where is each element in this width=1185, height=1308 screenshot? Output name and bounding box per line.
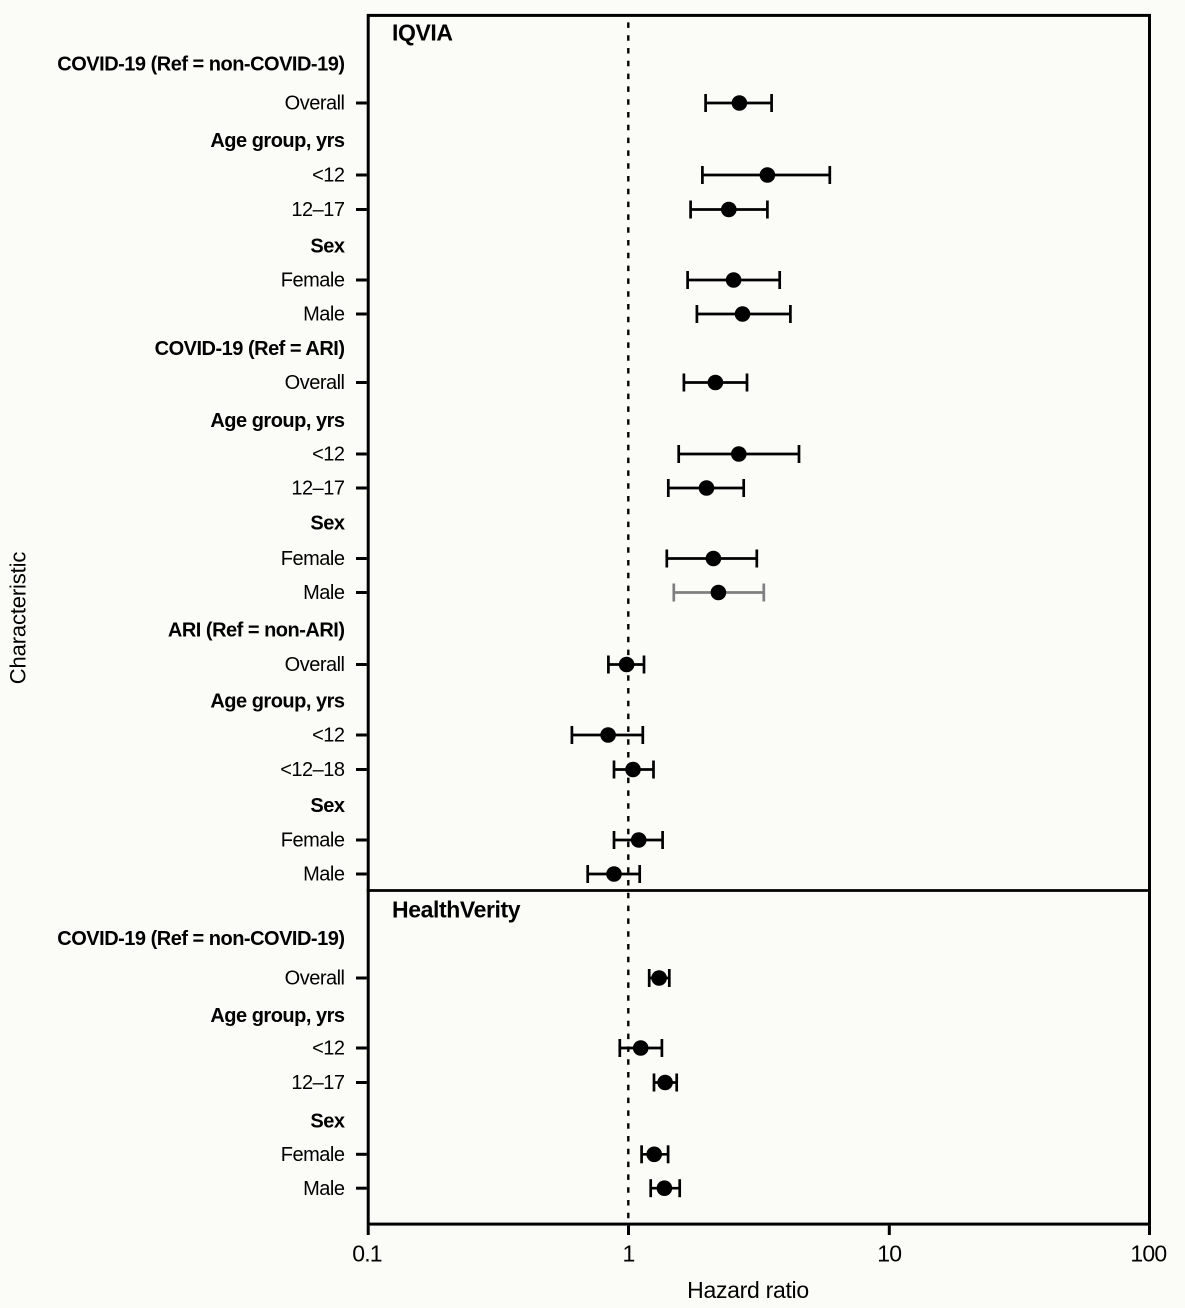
svg-text:Male: Male — [303, 304, 345, 326]
svg-text:<12: <12 — [312, 165, 345, 187]
svg-text:COVID-19 (Ref = non-COVID-19): COVID-19 (Ref = non-COVID-19) — [57, 54, 344, 76]
svg-text:Male: Male — [303, 582, 345, 604]
svg-text:10: 10 — [877, 1241, 901, 1267]
svg-text:Overall: Overall — [285, 372, 345, 394]
svg-text:Sex: Sex — [310, 1111, 344, 1133]
svg-text:Age group, yrs: Age group, yrs — [210, 410, 345, 432]
svg-text:Overall: Overall — [285, 654, 345, 676]
svg-text:IQVIA: IQVIA — [392, 20, 453, 46]
svg-text:Sex: Sex — [310, 795, 344, 817]
svg-text:Female: Female — [281, 1144, 345, 1166]
svg-text:Sex: Sex — [310, 236, 344, 258]
svg-text:Age group, yrs: Age group, yrs — [210, 691, 345, 713]
svg-text:Overall: Overall — [285, 968, 345, 990]
svg-text:COVID-19 (Ref = ARI): COVID-19 (Ref = ARI) — [155, 338, 345, 360]
svg-text:Male: Male — [303, 864, 345, 886]
svg-text:12–17: 12–17 — [291, 478, 344, 500]
svg-text:ARI (Ref = non-ARI): ARI (Ref = non-ARI) — [168, 620, 345, 642]
svg-text:1: 1 — [623, 1241, 635, 1267]
svg-text:0.1: 0.1 — [352, 1241, 382, 1267]
svg-text:12–17: 12–17 — [291, 1072, 344, 1094]
svg-text:Male: Male — [303, 1178, 345, 1200]
svg-text:Female: Female — [281, 830, 345, 852]
svg-text:100: 100 — [1130, 1241, 1166, 1267]
svg-text:Hazard ratio: Hazard ratio — [687, 1277, 809, 1303]
svg-text:HealthVerity: HealthVerity — [392, 897, 521, 923]
svg-text:<12: <12 — [312, 1038, 345, 1060]
svg-text:Overall: Overall — [285, 93, 345, 115]
svg-text:Female: Female — [281, 270, 345, 292]
svg-text:Age group, yrs: Age group, yrs — [210, 1005, 345, 1027]
svg-text:COVID-19 (Ref = non-COVID-19): COVID-19 (Ref = non-COVID-19) — [57, 928, 344, 950]
svg-text:<12–18: <12–18 — [280, 759, 345, 781]
svg-text:<12: <12 — [312, 444, 345, 466]
svg-text:Characteristic: Characteristic — [6, 552, 31, 685]
svg-text:Female: Female — [281, 548, 345, 570]
svg-text:<12: <12 — [312, 725, 345, 747]
svg-text:12–17: 12–17 — [291, 199, 344, 221]
svg-text:Age group, yrs: Age group, yrs — [210, 130, 345, 152]
svg-text:Sex: Sex — [310, 513, 344, 535]
